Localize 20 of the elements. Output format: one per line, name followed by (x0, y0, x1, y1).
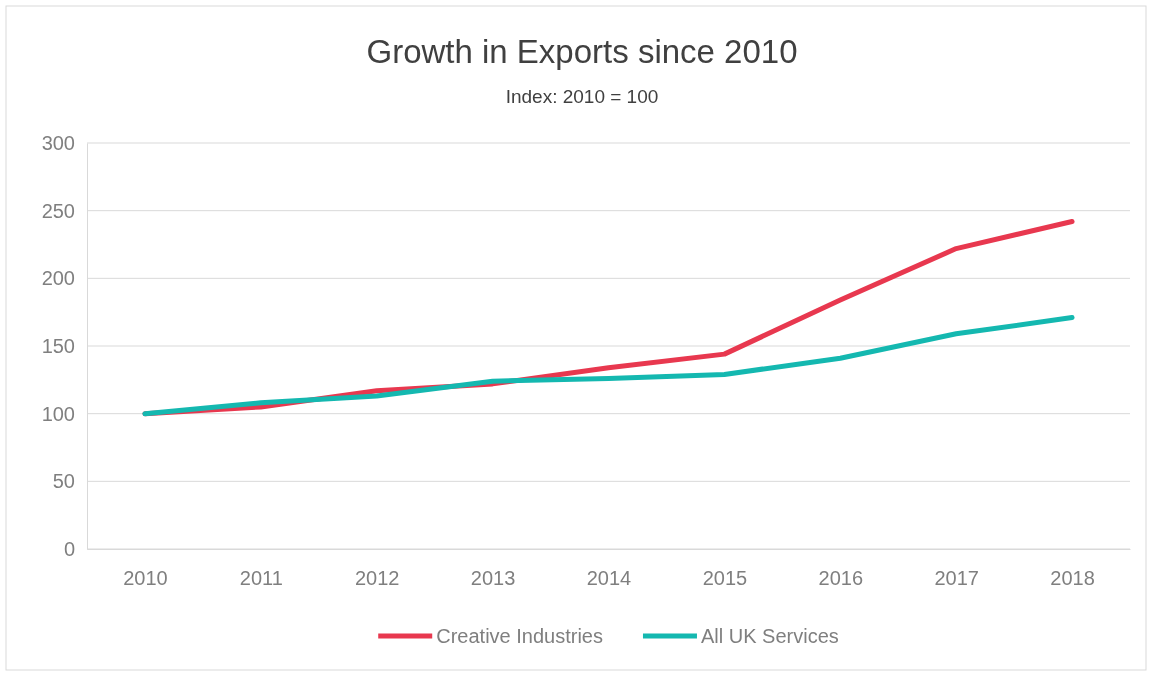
x-tick-label: 2011 (239, 567, 283, 590)
chart-title: Growth in Exports since 2010 (366, 33, 798, 70)
legend-label: All UK Services (700, 625, 839, 647)
x-tick-label: 2016 (818, 567, 864, 590)
y-tick-label: 100 (41, 402, 75, 425)
x-tick-label: 2013 (470, 567, 516, 590)
y-tick-label: 0 (63, 537, 75, 560)
y-tick-label: 250 (41, 199, 75, 222)
y-tick-label: 300 (41, 131, 75, 154)
y-tick-label: 50 (52, 470, 75, 493)
x-tick-label: 2014 (586, 567, 632, 590)
x-tick-label: 2015 (702, 567, 748, 590)
x-tick-label: 2018 (1050, 567, 1095, 590)
x-tick-label: 2010 (123, 567, 168, 590)
chart-subtitle: Index: 2010 = 100 (505, 86, 659, 107)
legend-label: Creative Industries (436, 625, 603, 647)
x-tick-label: 2012 (354, 567, 400, 590)
x-tick-label: 2017 (934, 567, 979, 590)
y-tick-label: 150 (41, 334, 75, 357)
y-tick-label: 200 (41, 267, 75, 290)
